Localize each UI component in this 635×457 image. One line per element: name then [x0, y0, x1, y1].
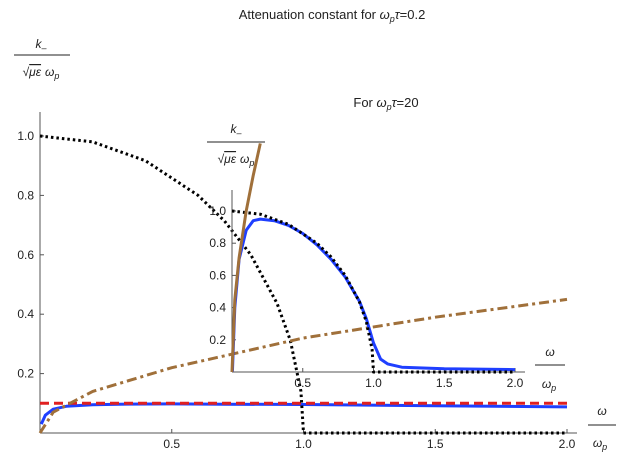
svg-text:ωp: ωp — [542, 377, 556, 393]
inset-series-line-1 — [231, 209, 515, 374]
main-x-tick-label: 1.0 — [295, 437, 312, 451]
inset-x-axis-label: ω ωp — [535, 345, 565, 393]
main-y-tick-label: 0.8 — [17, 188, 34, 202]
inset-y-tick-label: 0.4 — [209, 301, 226, 315]
main-chart-title: Attenuation constant for ωpτ=0.2 — [239, 7, 426, 24]
inset-x-tick-label: 0.5 — [294, 376, 311, 390]
inset-y-tick-label: 0.2 — [209, 333, 226, 347]
svg-text:k–: k– — [35, 37, 47, 53]
svg-text:ω: ω — [545, 345, 554, 359]
inset-series-line-0 — [230, 217, 516, 373]
main-y-axis-label: k– √με ωp — [14, 37, 70, 81]
main-plot-area: 0.5 1.0 1.5 2.0 0.2 0.4 0.6 0.8 1.0 — [17, 112, 577, 451]
main-x-tick-label: 2.0 — [559, 437, 576, 451]
main-y-tick-label: 0.4 — [17, 307, 34, 321]
inset-series-line-2 — [230, 143, 262, 373]
inset-y-axis-label: k– √με ωp — [207, 122, 265, 168]
main-x-axis-label: ω ωp — [588, 404, 616, 452]
main-y-tick-label: 1.0 — [17, 129, 34, 143]
inset-x-tick-label: 2.0 — [507, 376, 524, 390]
inset-x-tick-label: 1.0 — [365, 376, 382, 390]
svg-text:k–: k– — [230, 122, 242, 138]
inset-y-tick-label: 0.6 — [209, 268, 226, 282]
main-y-tick-label: 0.2 — [17, 367, 34, 381]
inset-x-tick-label: 1.5 — [436, 376, 453, 390]
main-y-tick-label: 0.6 — [17, 248, 34, 262]
inset-chart-title: For ωpτ=20 — [353, 95, 418, 112]
inset-y-tick-label: 0.8 — [209, 236, 226, 250]
inset-plot-area: 0.5 1.0 1.5 2.0 0.2 0.4 0.6 0.8 1.0 — [209, 143, 525, 390]
svg-text:ωp: ωp — [593, 436, 607, 452]
svg-text:ω: ω — [597, 404, 606, 418]
main-series-line-0 — [39, 402, 568, 425]
inset-y-tick-label: 1.0 — [209, 204, 226, 218]
main-series-line-3 — [38, 297, 568, 434]
main-series-line-2 — [39, 134, 567, 435]
main-x-tick-label: 0.5 — [163, 437, 180, 451]
main-x-tick-label: 1.5 — [427, 437, 444, 451]
